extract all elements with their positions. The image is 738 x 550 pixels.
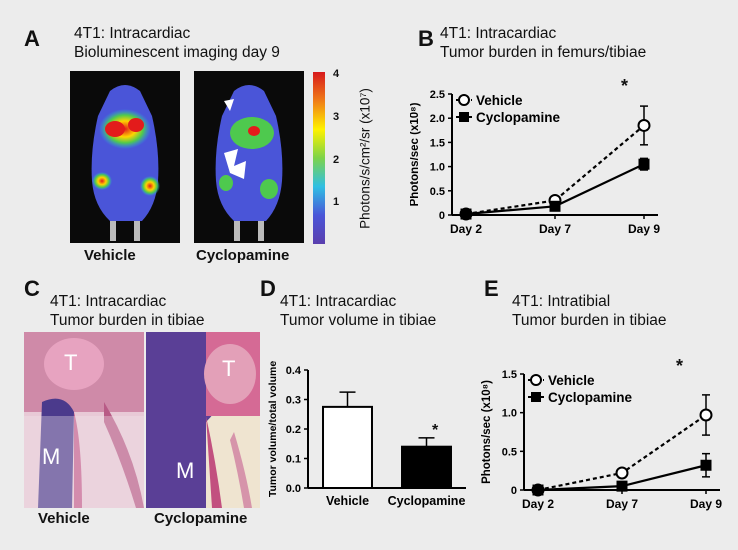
colorbar-tick-2: 2 xyxy=(333,154,340,166)
chart-d-ytick-label: 0.0 xyxy=(286,483,301,495)
chart-d: 0.0 0.1 0.2 0.3 0.4 Vehicle Cyclopamine Tumor v… xyxy=(267,361,466,508)
panel-c-vehicle-label: Vehicle xyxy=(38,510,90,527)
chart-e-point-vehicle xyxy=(615,466,629,480)
chart-e-point-cyclopamine xyxy=(532,484,544,496)
chart-b-xtick-label: Day 7 xyxy=(539,222,571,236)
chart-b-series-0-line xyxy=(465,124,645,216)
chart-e-legend-marker xyxy=(531,392,541,402)
chart-b-ytick-label: 1.0 xyxy=(430,162,445,174)
chart-b-ytick-label: 0.5 xyxy=(430,186,445,198)
colorbar-tick-4: 4 xyxy=(333,68,340,80)
chart-e-point-vehicle xyxy=(699,408,713,422)
chart-e: 0 0.5 1.0 1.5 Day 2 Day 7 Day 9 Photons/sec (x1… xyxy=(481,369,722,511)
chart-e-ytick-label: 0 xyxy=(511,485,517,497)
vehicle-histology-image: T M xyxy=(24,332,144,508)
chart-b-legend-label-vehicle: Vehicle xyxy=(476,93,523,108)
panel-c-cyclopamine-label: Cyclopamine xyxy=(154,510,248,527)
chart-d-asterisk: * xyxy=(432,422,439,439)
panel-b-letter: B xyxy=(418,26,434,51)
chart-b-ytick-label: 2.5 xyxy=(430,89,445,101)
chart-e-legend-label-vehicle: Vehicle xyxy=(548,373,595,388)
panel-a-letter: A xyxy=(24,26,40,51)
colorbar-unit-label: Photons/s/cm²/sr (x10⁷) xyxy=(357,88,373,229)
panel-e-letter: E xyxy=(484,276,499,301)
panel-c-letter: C xyxy=(24,276,40,301)
chart-d-ylabel: Tumor volume/total volume xyxy=(267,361,279,497)
chart-b-legend-label-cyclopamine: Cyclopamine xyxy=(476,110,561,125)
chart-d-xtick-label: Cyclopamine xyxy=(388,494,466,508)
colorbar-tick-3: 3 xyxy=(333,111,340,123)
chart-b-asterisk: * xyxy=(621,76,629,96)
chart-e-ytick-label: 1.0 xyxy=(502,408,517,420)
chart-b-xtick-label: Day 2 xyxy=(450,222,482,236)
chart-b-legend-marker xyxy=(458,94,470,106)
chart-b-ytick-label: 0 xyxy=(439,210,445,222)
cyclopamine-marrow-tag: M xyxy=(176,458,195,483)
panel-a-title-line2: Bioluminescent imaging day 9 xyxy=(74,44,280,61)
chart-e-point-cyclopamine xyxy=(700,459,712,471)
chart-d-ytick-label: 0.1 xyxy=(286,454,301,466)
panel-e-title: 4T1: Intratibial Tumor burden in tibiae xyxy=(512,292,667,330)
panel-c-title-line2: Tumor burden in tibiae xyxy=(50,312,205,329)
chart-d-ytick-label: 0.2 xyxy=(286,424,301,436)
cyclopamine-tumor-tag: T xyxy=(222,356,236,381)
chart-b: 0 0.5 1.0 1.5 2.0 2.5 Day 2 Day 7 Day 9 Photons/s… xyxy=(410,89,660,236)
chart-b-xtick-label: Day 9 xyxy=(628,222,660,236)
panel-b-title: 4T1: Intracardiac Tumor burden in femurs… xyxy=(440,24,646,62)
panel-a-vehicle-label: Vehicle xyxy=(84,247,136,264)
chart-e-xtick-label: Day 7 xyxy=(606,497,638,511)
colorbar xyxy=(313,72,325,244)
panel-d-title: 4T1: Intracardiac Tumor volume in tibiae xyxy=(280,292,436,330)
chart-b-point-cyclopamine xyxy=(460,208,472,220)
panel-a-title: 4T1: Intracardiac Bioluminescent imaging… xyxy=(74,24,280,62)
panel-c-title-line1: 4T1: Intracardiac xyxy=(50,293,167,310)
chart-e-xtick-label: Day 9 xyxy=(690,497,722,511)
chart-d-ytick-label: 0.3 xyxy=(286,395,301,407)
chart-e-ytick-label: 0.5 xyxy=(502,446,517,458)
chart-b-ytick-label: 1.5 xyxy=(430,137,445,149)
chart-d-ytick-label: 0.4 xyxy=(286,365,302,377)
chart-e-point-cyclopamine xyxy=(616,480,628,492)
chart-d-xtick-label: Vehicle xyxy=(326,494,369,508)
cyclopamine-histology-image: T M xyxy=(146,332,260,508)
panel-e-title-line1: 4T1: Intratibial xyxy=(512,293,611,310)
cyclopamine-bli-image xyxy=(194,71,304,243)
colorbar-tick-1: 1 xyxy=(333,196,340,208)
chart-e-xtick-label: Day 2 xyxy=(522,497,554,511)
chart-b-point-cyclopamine xyxy=(549,200,561,212)
chart-b-legend-marker xyxy=(459,112,469,122)
chart-e-legend-marker xyxy=(530,374,542,386)
panel-b-title-line2: Tumor burden in femurs/tibiae xyxy=(440,44,647,61)
chart-b-point-cyclopamine xyxy=(638,158,650,170)
panel-a-title-line1: 4T1: Intracardiac xyxy=(74,25,191,42)
panel-c-title: 4T1: Intracardiac Tumor burden in tibiae xyxy=(50,292,205,330)
chart-b-point-vehicle xyxy=(637,118,651,132)
panel-e-title-line2: Tumor burden in tibiae xyxy=(512,312,667,329)
chart-b-ylabel: Photons/sec (x10⁸) xyxy=(410,102,421,206)
chart-d-bar-vehicle xyxy=(322,405,373,489)
vehicle-tumor-tag: T xyxy=(64,350,78,375)
chart-b-ytick-label: 2.0 xyxy=(430,113,445,125)
vehicle-marrow-tag: M xyxy=(42,444,61,469)
chart-e-asterisk: * xyxy=(676,356,684,376)
panel-d-letter: D xyxy=(260,276,276,301)
chart-e-ylabel: Photons/sec (x10⁸) xyxy=(481,380,493,484)
chart-e-legend-label-cyclopamine: Cyclopamine xyxy=(548,390,633,405)
chart-d-bar-cyclopamine xyxy=(401,445,452,489)
panel-b-title-line1: 4T1: Intracardiac xyxy=(440,25,557,42)
panel-d-title-line1: 4T1: Intracardiac xyxy=(280,293,397,310)
panel-d-title-line2: Tumor volume in tibiae xyxy=(280,312,437,329)
colorbar-unit-wrap: Photons/s/cm²/sr (x10⁷) xyxy=(357,74,373,244)
chart-e-ytick-label: 1.5 xyxy=(502,369,517,381)
vehicle-bli-image xyxy=(70,71,180,243)
panel-a-cyclopamine-label: Cyclopamine xyxy=(196,247,290,264)
